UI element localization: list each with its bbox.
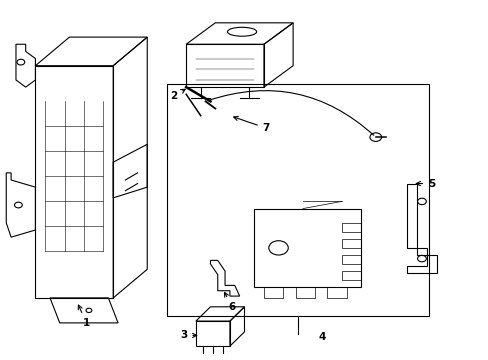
Text: 5: 5 — [415, 179, 434, 189]
Bar — [341, 271, 361, 280]
Bar — [341, 255, 361, 264]
Bar — [326, 287, 346, 298]
Text: 4: 4 — [318, 332, 325, 342]
Bar — [341, 239, 361, 248]
Text: 2: 2 — [170, 89, 185, 101]
Text: 3: 3 — [180, 330, 196, 341]
Bar — [295, 287, 314, 298]
Bar — [166, 84, 428, 316]
Bar — [254, 208, 361, 287]
Text: 1: 1 — [78, 305, 90, 328]
Text: 7: 7 — [233, 116, 269, 133]
Bar — [341, 223, 361, 232]
Bar — [264, 287, 283, 298]
Text: 6: 6 — [224, 292, 236, 312]
